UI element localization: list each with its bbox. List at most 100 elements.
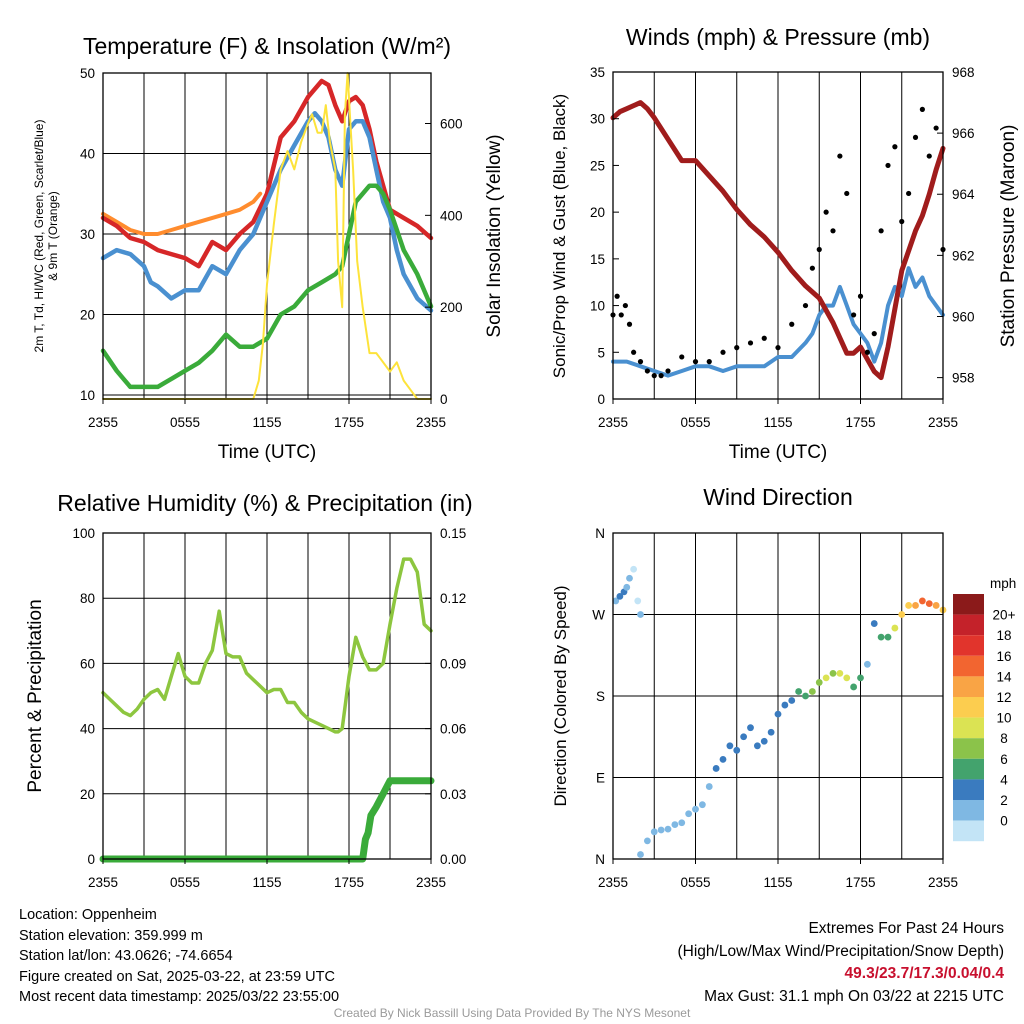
wind-direction-ytick-label: N — [595, 526, 605, 541]
winds-ylabel: Sonic/Prop Wind & Gust (Blue, Black) — [550, 94, 569, 378]
wind-direction-point — [626, 574, 633, 582]
humidity-series-line — [101, 557, 433, 734]
speed-legend-label: 18 — [996, 628, 1011, 643]
gust-point — [837, 153, 843, 159]
winds-ytick-label: 5 — [597, 345, 605, 360]
temperature-ytick-label: 10 — [80, 388, 95, 403]
wind-direction-point — [698, 801, 706, 809]
speed-legend-label: 20+ — [993, 608, 1016, 623]
winds-ytick-right-label: 962 — [952, 248, 975, 263]
speed-legend-label: 8 — [1000, 731, 1008, 746]
wind-direction-point — [623, 583, 631, 591]
winds-ticks: 2355 0555 1155 1755 2355 0 5 10 15 20 25 30 35 958 960… — [590, 65, 975, 430]
wind-direction-point — [829, 669, 837, 677]
speed-legend-swatch — [953, 594, 984, 615]
humidity-ytick-label: 20 — [80, 787, 95, 802]
wind-direction-grid — [613, 532, 943, 860]
temperature-xtick-label: 0555 — [170, 415, 200, 430]
wind-direction-title: Wind Direction — [703, 484, 853, 510]
wind-direction-point — [637, 611, 644, 618]
temperature-ticks: 2355 0555 1155 1755 2355 10 20 30 40 50 0 200 400 600 — [80, 66, 463, 430]
wind-direction-point — [616, 592, 624, 600]
gust-point — [823, 209, 829, 215]
winds-xtick-label: 2355 — [928, 415, 958, 430]
wind-direction-point — [870, 620, 878, 627]
wind-direction-point — [760, 737, 768, 745]
temperature-ytick-right-label: 600 — [440, 117, 463, 132]
wind-direction-frame — [612, 532, 944, 860]
winds-panel: Winds (mph) & Pressure (mb) 2355 0555 1155… — [550, 24, 1019, 463]
extremes-title: Extremes For Past 24 Hours — [808, 920, 1004, 937]
speed-legend-swatch — [953, 779, 984, 800]
temperature-ytick-right-label: 400 — [440, 208, 463, 223]
gust-point — [761, 335, 767, 341]
gust-point — [692, 359, 699, 365]
wind-direction-point — [843, 674, 851, 682]
wind-direction-point — [637, 851, 644, 858]
wind-direction-point — [795, 688, 803, 695]
wind-direction-point — [815, 679, 823, 686]
speed-legend-label: 14 — [996, 669, 1012, 684]
wind-direction-point — [912, 602, 919, 609]
gust-point — [734, 345, 740, 351]
wind-direction-point — [905, 602, 913, 609]
speed-legend-swatch — [953, 800, 984, 821]
winds-xtick-label: 0555 — [680, 415, 710, 430]
gust-point — [871, 331, 877, 337]
recent-data-timestamp: Most recent data timestamp: 2025/03/22 2… — [19, 989, 340, 1005]
wind-direction-point — [712, 765, 720, 772]
gust-point — [926, 153, 932, 159]
max-gust: Max Gust: 31.1 mph On 03/22 at 2215 UTC — [704, 987, 1004, 1005]
wind-direction-point — [634, 597, 642, 605]
speed-legend-title: mph — [990, 576, 1016, 591]
wind-direction-point — [719, 755, 727, 763]
gust-point — [851, 312, 857, 318]
speed-legend-label: 12 — [996, 690, 1011, 705]
wind-direction-panel: Wind Direction 2355 0555 1155 1755 2355 N E S W N… — [551, 484, 1016, 890]
winds-ytick-right-label: 960 — [952, 309, 975, 324]
wind-direction-point — [836, 669, 844, 677]
credit-line: Created By Nick Bassill Using Data Provi… — [333, 1006, 691, 1020]
humidity-ytick-label: 80 — [80, 591, 95, 606]
wind-direction-point — [850, 683, 858, 691]
wind-direction-point — [753, 742, 761, 750]
humidity-ytick-right-label: 0.12 — [440, 591, 466, 606]
gust-point — [626, 321, 633, 327]
wind-direction-point — [925, 600, 933, 608]
wind-direction-point — [891, 624, 899, 632]
wind-direction-point — [857, 674, 864, 682]
humidity-ticks: 2355 0555 1155 1755 2355 0 20 40 60 80 100 0.00 0.03… — [72, 526, 466, 890]
wind-direction-point — [802, 692, 809, 700]
gust-point — [864, 349, 870, 355]
gust-point — [933, 125, 939, 131]
temperature-panel: Temperature (F) & Insolation (W/m²) 2355… — [32, 33, 505, 463]
temperature-series-line — [101, 191, 263, 236]
speed-legend-label: 6 — [1000, 752, 1008, 767]
wind-direction-point — [671, 821, 679, 828]
temperature-ytick-right-label: 200 — [440, 300, 463, 315]
speed-legend-swatch — [953, 635, 984, 656]
speed-legend-swatch — [953, 676, 984, 697]
gust-point — [622, 302, 628, 309]
winds-ytick-label: 30 — [590, 112, 605, 127]
wind-direction-xtick-label: 0555 — [680, 875, 710, 890]
humidity-ytick-label: 0 — [87, 852, 95, 867]
speed-legend-label: 2 — [1000, 793, 1008, 808]
gust-point — [816, 246, 822, 253]
temperature-xtick-label: 1155 — [252, 415, 281, 430]
humidity-ylabel: Percent & Precipitation — [25, 599, 46, 792]
gust-point — [679, 354, 685, 360]
wind-direction-point — [726, 742, 734, 750]
wind-direction-point — [630, 565, 638, 573]
humidity-ytick-right-label: 0.09 — [440, 656, 466, 671]
gust-point — [878, 228, 884, 234]
wind-direction-point — [733, 746, 741, 754]
winds-xlabel: Time (UTC) — [729, 442, 828, 463]
station-info: Location: Oppenheim Station elevation: 3… — [19, 905, 339, 1008]
humidity-xtick-label: 2355 — [416, 875, 446, 890]
speed-legend-label: 0 — [1000, 814, 1008, 829]
humidity-ytick-label: 40 — [80, 722, 95, 737]
gust-point — [637, 359, 644, 365]
temperature-plot — [100, 72, 434, 400]
